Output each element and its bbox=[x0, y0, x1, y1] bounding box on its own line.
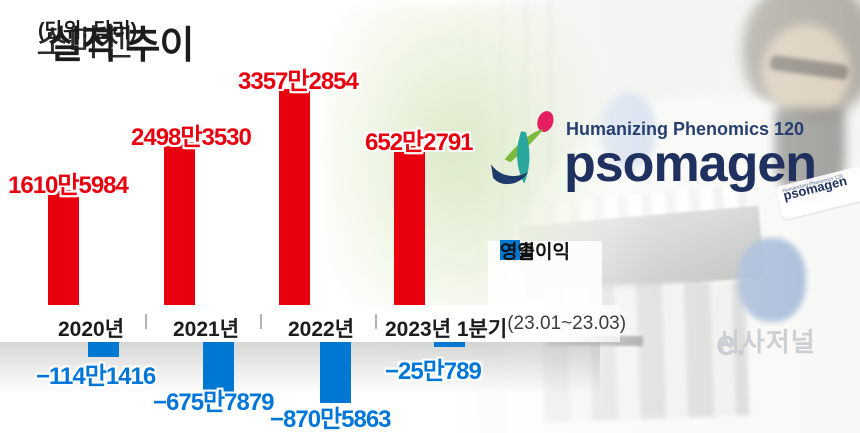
profit-value-2020: −114만1416 bbox=[36, 363, 156, 390]
axis-divider-2 bbox=[260, 314, 262, 329]
x-axis-band bbox=[0, 305, 620, 342]
axis-2023-bold: 2023년 1분기 bbox=[385, 318, 508, 341]
axis-divider-1 bbox=[145, 314, 147, 329]
watermark-suffix: e. bbox=[716, 322, 747, 363]
axis-divider-3 bbox=[375, 314, 377, 329]
profit-bar-2022 bbox=[320, 342, 351, 403]
brand-wordmark: psomagen bbox=[564, 135, 817, 193]
watermark-text: 시사저널 bbox=[716, 327, 816, 357]
axis-year-2023q1: 2023년 1분기 (23.01~23.03) bbox=[385, 313, 626, 343]
title-main: 실적 추이 bbox=[48, 25, 194, 67]
profit-value-2023q1: −25만789 bbox=[385, 358, 482, 385]
axis-year-2022: 2022년 bbox=[288, 318, 355, 341]
revenue-bar-2023q1 bbox=[394, 146, 425, 305]
profit-value-2021: −675만7879 bbox=[153, 389, 275, 416]
axis-2023-range: (23.01~23.03) bbox=[507, 313, 627, 334]
chart-legend: 매출 영업이익 bbox=[488, 240, 602, 309]
profit-bar-2023q1 bbox=[434, 342, 465, 347]
revenue-value-2020: 1610만5984 bbox=[8, 172, 129, 199]
profit-bar-2021 bbox=[203, 342, 234, 397]
unit-label: (단위: 달러) bbox=[38, 20, 138, 42]
revenue-value-2021: 2498만3530 bbox=[131, 124, 252, 151]
profit-bar-2020 bbox=[88, 342, 119, 357]
profit-swatch-icon bbox=[500, 240, 520, 260]
revenue-value-2023q1: 652만2791 bbox=[365, 129, 474, 156]
axis-year-2021: 2021년 bbox=[173, 318, 240, 341]
company-name: 소마젠 bbox=[36, 22, 133, 63]
revenue-value-2022: 3357만2854 bbox=[238, 68, 359, 95]
legend-profit-label: 영업이익 bbox=[500, 241, 570, 263]
logo-tagline: Humanizing Phenomics 120 bbox=[566, 119, 805, 139]
revenue-bar-2022 bbox=[279, 89, 310, 305]
profit-value-2022: −870만5863 bbox=[270, 406, 392, 433]
revenue-bar-2021 bbox=[164, 142, 195, 305]
psomagen-logo-mark-icon bbox=[487, 106, 565, 203]
revenue-bar-2020 bbox=[48, 190, 79, 305]
axis-year-2020: 2020년 bbox=[58, 318, 125, 341]
